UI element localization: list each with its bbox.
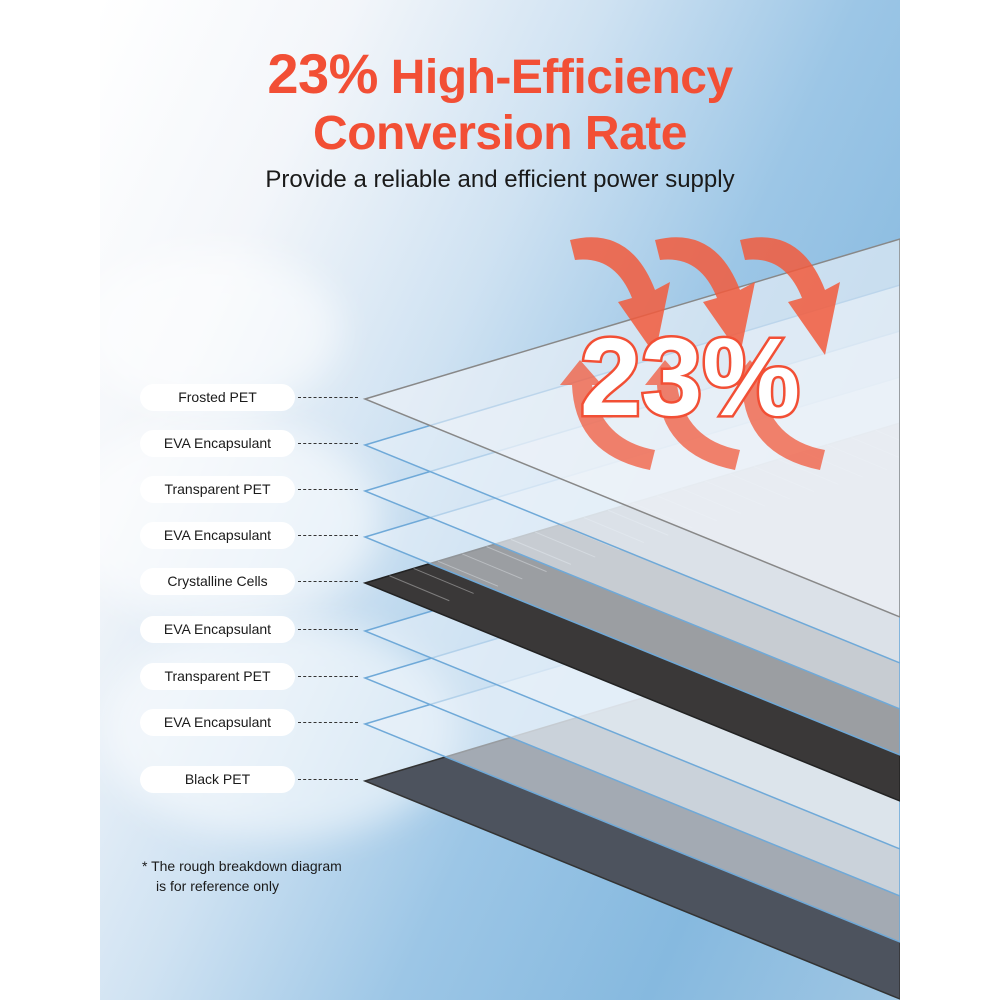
layer-label: EVA Encapsulant bbox=[140, 709, 295, 736]
leader-line bbox=[298, 676, 358, 677]
note-line2: is for reference only bbox=[156, 878, 279, 894]
page-title: 23% High-Efficiency Conversion Rate bbox=[100, 46, 900, 162]
leader-line bbox=[298, 779, 358, 780]
layer-label: Transparent PET bbox=[140, 663, 295, 690]
layer-label: EVA Encapsulant bbox=[140, 430, 295, 457]
layer-label: Transparent PET bbox=[140, 476, 295, 503]
layer-label: EVA Encapsulant bbox=[140, 522, 295, 549]
leader-line bbox=[298, 397, 358, 398]
arrow-down-icon bbox=[740, 237, 840, 355]
layer-label: Crystalline Cells bbox=[140, 568, 295, 595]
infographic-panel: 23% 23% High-Efficiency Conversion Rate … bbox=[100, 0, 900, 1000]
layer-label: EVA Encapsulant bbox=[140, 616, 295, 643]
footnote: * The rough breakdown diagram is for ref… bbox=[142, 856, 342, 896]
subtitle: Provide a reliable and efficient power s… bbox=[265, 166, 735, 193]
layer-label: Black PET bbox=[140, 766, 295, 793]
arrow-curve-icon bbox=[560, 360, 655, 470]
cell-gridline bbox=[413, 567, 474, 594]
arrow-down-icon bbox=[655, 237, 755, 355]
layer-stack-diagram: 23% bbox=[362, 237, 900, 1000]
efficiency-badge: 23% bbox=[580, 316, 800, 439]
cell-gridline bbox=[389, 575, 450, 602]
note-line1: The rough breakdown diagram bbox=[151, 858, 342, 874]
leader-line bbox=[298, 722, 358, 723]
leader-line bbox=[298, 535, 358, 536]
arrow-down-icon bbox=[570, 237, 670, 355]
cloud bbox=[100, 250, 340, 410]
arrow-curve-icon bbox=[645, 360, 740, 470]
layer-label: Frosted PET bbox=[140, 384, 295, 411]
leader-line bbox=[298, 581, 358, 582]
title-line1: High-Efficiency bbox=[390, 51, 733, 104]
asterisk: * bbox=[142, 858, 148, 874]
leader-line bbox=[298, 629, 358, 630]
title-line2: Conversion Rate bbox=[313, 107, 687, 160]
arrow-curve-icon bbox=[730, 360, 825, 470]
leader-line bbox=[298, 443, 358, 444]
leader-line bbox=[298, 489, 358, 490]
title-highlight: 23% bbox=[267, 42, 378, 105]
